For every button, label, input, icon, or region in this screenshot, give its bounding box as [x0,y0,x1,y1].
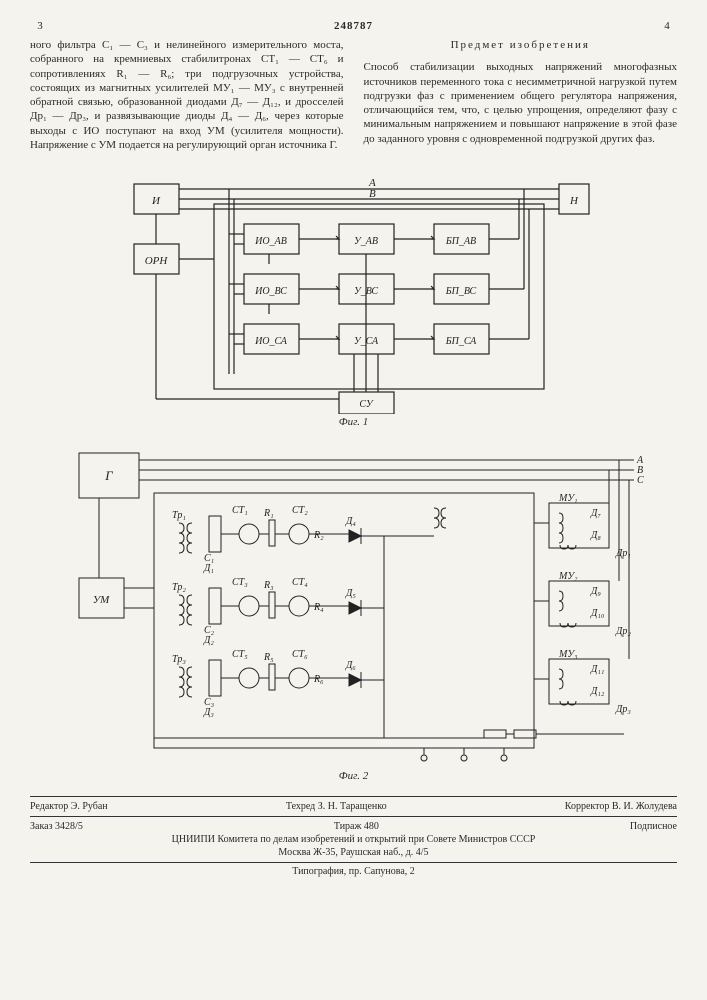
svg-text:Д₉: Д₉ [590,586,601,597]
svg-text:R₁: R₁ [263,508,274,519]
svg-text:Д₆: Д₆ [345,660,356,671]
page-number-left: 3 [30,20,50,32]
svg-text:Г: Г [104,468,113,483]
page-number-right: 4 [657,20,677,32]
svg-text:Н: Н [569,195,579,207]
text-columns: ного фильтра C₁ — C₃ и нелинейного измер… [30,38,677,152]
svg-text:R₃: R₃ [263,580,274,591]
svg-text:СТ₆: СТ₆ [292,649,308,660]
figure-1: И Н ОРН A B ИО_АВ У_АВ БП_АВ ИО_ВС У_ВС … [30,164,677,428]
fig1-svg: И Н ОРН A B ИО_АВ У_АВ БП_АВ ИО_ВС У_ВС … [114,164,594,414]
svg-text:Д₁: Д₁ [203,563,214,574]
svg-text:R₅: R₅ [263,652,274,663]
footer-order: Заказ 3428/5 [30,821,83,832]
footer-addr: Москва Ж-35, Раушская наб., д. 4/5 [30,847,677,858]
svg-text:СТ₄: СТ₄ [292,577,308,588]
svg-text:R₂: R₂ [313,530,324,541]
figure-2: Г УМ A B C Тр₁ C₁ Д₁ СТ₁ R₁ [30,438,677,782]
svg-text:СТ₁: СТ₁ [232,505,248,516]
page-header: 3 248787 4 [30,20,677,32]
svg-text:ИО_ВС: ИО_ВС [254,286,287,297]
footer: Редактор Э. Рубан Техред З. Н. Таращенко… [30,796,677,877]
right-column-title: Предмет изобретения [364,38,678,52]
svg-text:Тр₂: Тр₂ [172,582,186,593]
footer-sub: Подписное [630,821,677,832]
svg-text:БП_СА: БП_СА [444,336,476,347]
svg-text:МУ₁: МУ₁ [558,493,578,504]
left-column: ного фильтра C₁ — C₃ и нелинейного измер… [30,38,344,152]
left-column-text: ного фильтра C₁ — C₃ и нелинейного измер… [30,39,344,151]
svg-text:МУ₃: МУ₃ [558,649,578,660]
footer-org: ЦНИИПИ Комитета по делам изобретений и о… [30,834,677,845]
svg-text:C: C [637,475,644,486]
svg-text:Д₅: Д₅ [345,588,356,599]
svg-text:СТ₃: СТ₃ [232,577,248,588]
svg-text:БП_ВС: БП_ВС [444,286,476,297]
fig2-svg: Г УМ A B C Тр₁ C₁ Д₁ СТ₁ R₁ [64,438,644,768]
svg-text:СУ: СУ [359,399,374,410]
svg-text:Д₇: Д₇ [590,508,601,519]
svg-text:ОРН: ОРН [144,255,168,267]
footer-tech: Техред З. Н. Таращенко [286,801,387,812]
footer-tirazh: Тираж 480 [334,821,379,832]
fig2-caption: Фиг. 2 [30,770,677,782]
footer-editor: Редактор Э. Рубан [30,801,108,812]
svg-text:И: И [151,195,161,207]
svg-text:ИО_СА: ИО_СА [254,336,288,347]
footer-proof: Корректор В. И. Жолудева [565,801,677,812]
svg-text:R₆: R₆ [313,674,324,685]
footer-print: Типография, пр. Сапунова, 2 [30,862,677,877]
svg-text:Тр₃: Тр₃ [172,654,186,665]
fig1-caption: Фиг. 1 [30,416,677,428]
patent-number: 248787 [334,20,373,32]
svg-text:СТ₂: СТ₂ [292,505,308,516]
svg-text:Д₁₂: Д₁₂ [590,686,605,697]
svg-text:У_АВ: У_АВ [354,236,378,247]
svg-text:Д₃: Д₃ [203,707,214,718]
svg-text:УМ: УМ [92,594,109,606]
svg-text:R₄: R₄ [313,602,324,613]
svg-text:Д₁₀: Д₁₀ [590,608,605,619]
svg-text:Др₃: Др₃ [615,704,631,715]
svg-text:Д₄: Д₄ [345,516,356,527]
right-column-text: Способ стабилизации выходных напряжений … [364,61,678,144]
svg-text:Д₂: Д₂ [203,635,214,646]
svg-text:Д₁₁: Д₁₁ [590,664,604,675]
svg-text:МУ₂: МУ₂ [558,571,578,582]
svg-text:БП_АВ: БП_АВ [444,236,475,247]
svg-text:Др₁: Др₁ [615,548,631,559]
svg-text:ИО_АВ: ИО_АВ [254,236,287,247]
svg-text:СТ₅: СТ₅ [232,649,248,660]
svg-text:Д₈: Д₈ [590,530,601,541]
right-column: Предмет изобретения Способ стабилизации … [364,38,678,152]
svg-text:B: B [369,188,376,200]
svg-text:Тр₁: Тр₁ [172,510,186,521]
